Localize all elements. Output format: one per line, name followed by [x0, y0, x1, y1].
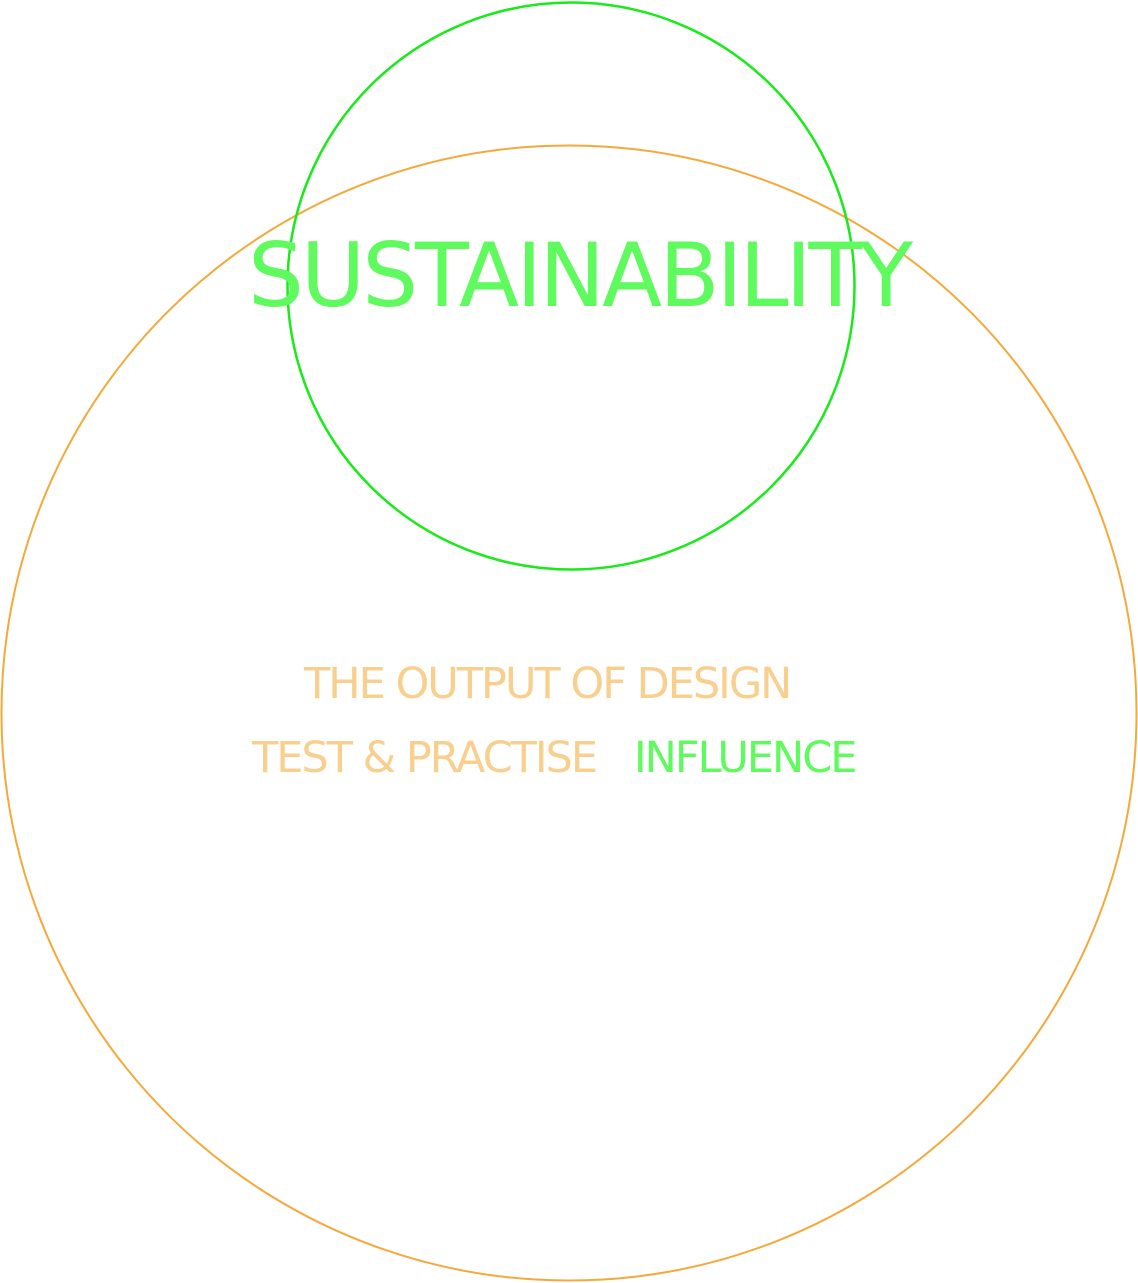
inner-circle — [286, 1, 856, 571]
test-practise-label: TEST & PRACTISE — [252, 733, 598, 783]
influence-label: INFLUENCE — [634, 733, 857, 783]
output-of-design-label: THE OUTPUT OF DESIGN — [304, 659, 792, 709]
outer-circle — [0, 144, 1138, 1282]
sustainability-title: SUSTAINABILITY — [248, 224, 913, 327]
